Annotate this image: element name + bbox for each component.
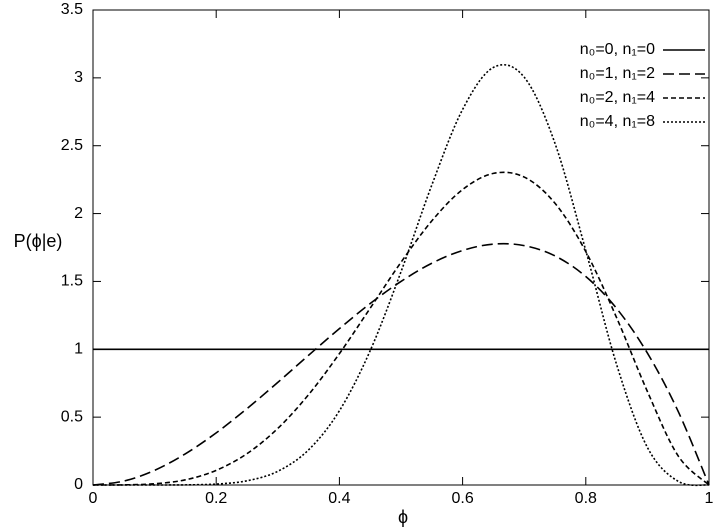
x-tick-label: 0.4 xyxy=(328,490,350,507)
x-tick-label: 0.6 xyxy=(451,490,473,507)
x-axis-label: ϕ xyxy=(398,507,408,527)
y-tick-label: 3 xyxy=(74,69,83,86)
y-tick-label: 2 xyxy=(74,205,83,222)
y-tick-label: 1 xyxy=(74,341,83,358)
x-tick-label: 0.8 xyxy=(575,490,597,507)
y-axis-label: P(ϕ|e) xyxy=(14,231,63,251)
legend-label: n₀=2, n₁=4 xyxy=(580,89,655,106)
y-tick-label: 3.5 xyxy=(61,1,83,18)
line-series xyxy=(93,63,710,487)
y-tick-label: 1.5 xyxy=(61,273,83,290)
legend-label: n₀=1, n₁=2 xyxy=(580,65,655,82)
y-tick-label: 0 xyxy=(74,476,83,493)
plot-frame xyxy=(92,9,710,486)
line-series xyxy=(92,171,710,486)
line-series xyxy=(92,242,710,486)
legend-label: n₀=0, n₁=0 xyxy=(580,41,655,58)
x-tick-label: 0.2 xyxy=(205,490,227,507)
x-tick-label: 1 xyxy=(705,490,714,507)
y-tick-label: 2.5 xyxy=(61,137,83,154)
y-tick-label: 0.5 xyxy=(61,408,83,425)
x-tick-label: 0 xyxy=(89,490,98,507)
legend-label: n₀=4, n₁=8 xyxy=(580,113,655,130)
